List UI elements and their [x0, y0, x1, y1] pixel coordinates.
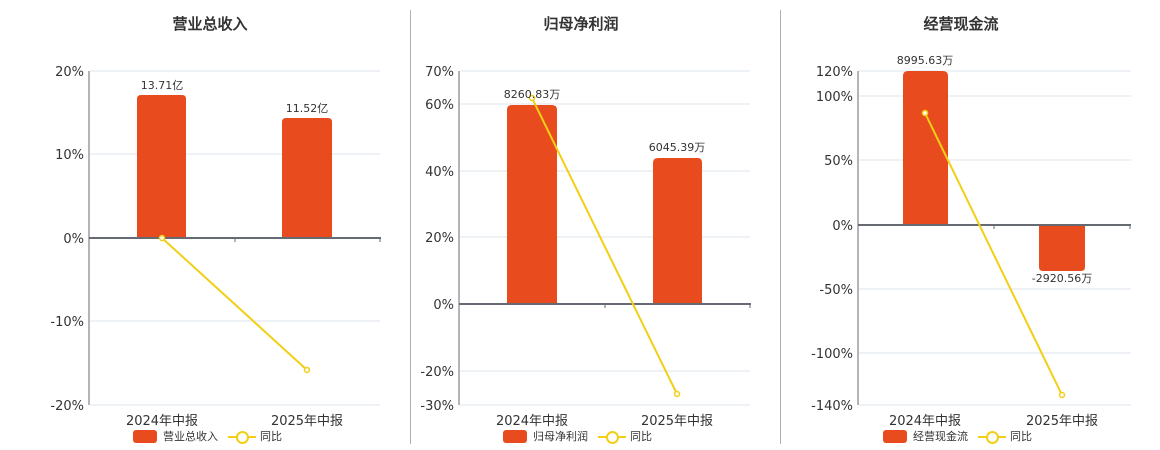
svg-text:40%: 40%: [425, 165, 454, 180]
svg-text:100%: 100%: [816, 90, 853, 105]
x-tick-label: 2024年中报: [126, 414, 198, 429]
yoy-point[interactable]: [528, 94, 536, 102]
svg-text:50%: 50%: [824, 154, 853, 169]
x-tick-label: 2024年中报: [496, 414, 568, 429]
yoy-point[interactable]: [921, 109, 929, 117]
legend-line-marker-icon[interactable]: [228, 430, 256, 444]
svg-text:60%: 60%: [425, 98, 454, 113]
yoy-point[interactable]: [673, 390, 681, 398]
svg-text:-30%: -30%: [420, 399, 454, 414]
svg-text:0%: 0%: [433, 298, 454, 313]
bar-2025[interactable]: [1039, 225, 1085, 271]
bar-2024[interactable]: [903, 71, 948, 225]
x-tick-label: 2025年中报: [1026, 414, 1098, 429]
y-tick-label: 10%: [55, 148, 84, 163]
bar-2024[interactable]: [507, 105, 557, 304]
bar-value-label: 6045.39万: [649, 141, 706, 154]
y-tick-label: -10%: [50, 315, 84, 330]
x-tick-label: 2025年中报: [641, 414, 713, 429]
legend-line-marker-icon[interactable]: [978, 430, 1006, 444]
legend-line-marker-icon[interactable]: [598, 430, 626, 444]
chart-plot-revenue: 20% 10% 0% -10% -20% 13.71亿 11.52亿 2024年…: [50, 65, 381, 429]
chart-title: 归母净利润: [543, 15, 619, 33]
svg-text:0%: 0%: [832, 219, 853, 234]
yoy-line: [531, 97, 678, 395]
bar-value-label: 8995.63万: [897, 54, 954, 67]
chart-plot-net-profit: 70% 60% 40% 20% 0% -20% -30% 8260.83万 60…: [420, 65, 751, 429]
legend-bar-label[interactable]: 经营现金流: [913, 430, 968, 443]
panel-divider: [780, 10, 781, 444]
legend-bar-label[interactable]: 归母净利润: [533, 430, 588, 443]
y-tick-label: -20%: [50, 399, 84, 414]
bar-value-label: -2920.56万: [1032, 272, 1092, 285]
yoy-line: [161, 237, 308, 371]
legend: 营业总收入 同比: [133, 428, 282, 444]
legend-bar-label[interactable]: 营业总收入: [163, 430, 218, 443]
yoy-point[interactable]: [1058, 391, 1066, 399]
chart-plot-cash-flow: 120% 100% 50% 0% -50% -100% -140% 8995.6…: [811, 54, 1131, 429]
legend: 经营现金流 同比: [883, 428, 1032, 444]
bar-value-label: 11.52亿: [286, 102, 329, 115]
chart-panel-operating-cash-flow: 经营现金流 120% 100% 50% 0% -50% -100% -140% …: [781, 0, 1160, 450]
legend: 归母净利润 同比: [503, 428, 652, 444]
x-tick-label: 2025年中报: [271, 414, 343, 429]
legend-bar-swatch-icon[interactable]: [133, 429, 157, 443]
chart-title: 营业总收入: [172, 15, 248, 33]
x-tick-label: 2024年中报: [889, 414, 961, 429]
chart-panel-net-profit: 归母净利润 70% 60% 40% 20% 0% -20% -30% 8260.…: [411, 0, 781, 450]
bar-2024[interactable]: [137, 95, 186, 238]
y-tick-label: 20%: [55, 65, 84, 80]
legend-line-label[interactable]: 同比: [630, 430, 652, 443]
legend-line-label[interactable]: 同比: [1010, 430, 1032, 443]
svg-text:-50%: -50%: [819, 283, 853, 298]
bar-value-label: 8260.83万: [504, 88, 561, 101]
svg-text:20%: 20%: [425, 231, 454, 246]
chart-panel-revenue: 营业总收入 20% 10% 0% -10% -20% 13.71亿 11.52亿…: [0, 0, 410, 450]
yoy-point[interactable]: [303, 366, 311, 374]
panel-divider: [410, 10, 411, 444]
bar-2025[interactable]: [282, 118, 332, 238]
legend-line-label[interactable]: 同比: [260, 430, 282, 443]
svg-text:-140%: -140%: [811, 399, 853, 414]
bar-2025[interactable]: [653, 158, 702, 304]
svg-text:120%: 120%: [816, 65, 853, 80]
chart-title: 经营现金流: [923, 15, 999, 33]
y-tick-label: 0%: [63, 232, 84, 247]
bar-value-label: 13.71亿: [141, 79, 184, 92]
yoy-point[interactable]: [158, 234, 166, 242]
svg-text:-20%: -20%: [420, 365, 454, 380]
legend-bar-swatch-icon[interactable]: [503, 429, 527, 443]
yoy-line: [924, 112, 1063, 396]
svg-text:70%: 70%: [425, 65, 454, 80]
legend-bar-swatch-icon[interactable]: [883, 429, 907, 443]
svg-text:-100%: -100%: [811, 347, 853, 362]
